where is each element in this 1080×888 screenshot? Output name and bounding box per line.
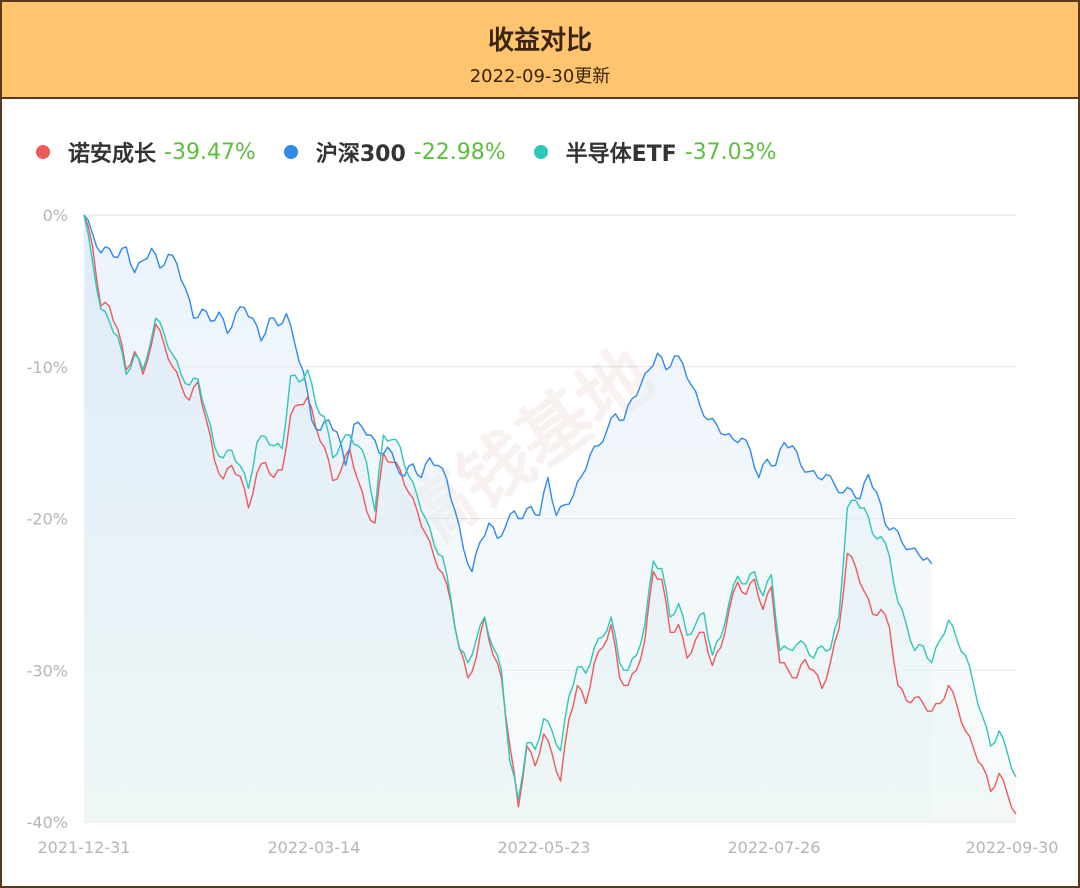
legend-value-hs300: -22.98% bbox=[413, 139, 506, 165]
chart-header: 收益对比 2022-09-30更新 bbox=[2, 2, 1078, 99]
legend-item-hs300[interactable]: 沪深300 -22.98% bbox=[283, 136, 506, 168]
y-tick-label: -40% bbox=[27, 813, 68, 832]
x-tick-label: 2022-07-26 bbox=[728, 838, 821, 857]
y-tick-label: -10% bbox=[27, 358, 68, 377]
legend-dot-nuoan bbox=[36, 145, 50, 159]
chart-legend: 诺安成长 -39.47% 沪深300 -22.98% 半导体ETF -37.03… bbox=[36, 136, 805, 168]
legend-name-semi-etf: 半导体ETF bbox=[565, 142, 677, 167]
area-fill-2 bbox=[84, 215, 1016, 822]
series-line-2[interactable] bbox=[83, 214, 1017, 800]
x-axis-ticks: 2021-12-31 2022-03-14 2022-05-23 2022-07-26… bbox=[38, 838, 1059, 857]
legend-dot-semi-etf bbox=[533, 145, 548, 159]
series-line-1[interactable] bbox=[83, 214, 933, 573]
legend-value-nuoan: -39.47% bbox=[164, 139, 256, 165]
area-fills bbox=[84, 215, 1016, 822]
x-tick-label: 2022-03-14 bbox=[268, 838, 361, 857]
y-axis-ticks: 0% -10% -20% -30% -40% bbox=[27, 206, 68, 832]
legend-name-nuoan: 诺安成长 bbox=[68, 142, 157, 167]
x-tick-label: 2022-09-30 bbox=[966, 838, 1059, 857]
y-tick-label: -30% bbox=[27, 661, 68, 680]
chart-update-date: 2022-09-30更新 bbox=[469, 66, 611, 87]
legend-item-nuoan[interactable]: 诺安成长 -39.47% bbox=[36, 136, 256, 168]
series-line-0[interactable] bbox=[83, 214, 1017, 815]
x-tick-label: 2022-05-23 bbox=[498, 838, 591, 857]
x-tick-label: 2021-12-31 bbox=[38, 838, 131, 857]
y-tick-label: -20% bbox=[27, 510, 68, 529]
legend-dot-hs300 bbox=[283, 145, 298, 159]
y-tick-label: 0% bbox=[43, 206, 68, 225]
legend-name-hs300: 沪深300 bbox=[315, 142, 406, 167]
legend-value-semi-etf: -37.03% bbox=[684, 139, 777, 165]
series-lines bbox=[83, 214, 1017, 815]
legend-item-semi-etf[interactable]: 半导体ETF -37.03% bbox=[533, 136, 777, 168]
chart-title: 收益对比 bbox=[487, 26, 592, 56]
